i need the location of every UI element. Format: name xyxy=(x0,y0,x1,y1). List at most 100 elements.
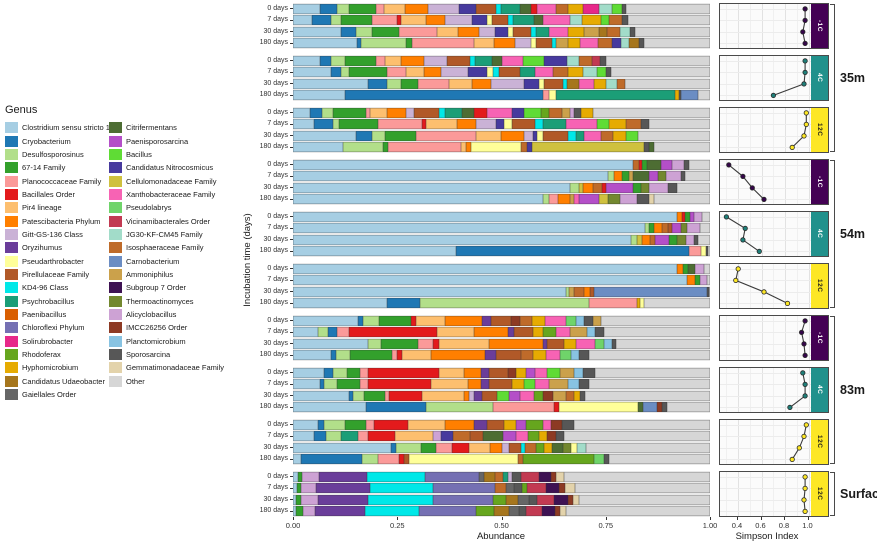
bar-segment xyxy=(313,119,333,130)
bar-segment xyxy=(490,315,512,326)
abundance-tick-label: 0.75 xyxy=(598,521,614,530)
bar-segment xyxy=(684,211,690,222)
depth-label: 54m xyxy=(840,227,866,241)
simpson-point xyxy=(802,485,808,491)
bar-segment xyxy=(561,419,575,430)
bar-segment xyxy=(637,402,643,413)
bar-segment xyxy=(593,78,607,89)
row-label: 7 days xyxy=(267,68,288,76)
bar-segment xyxy=(653,223,663,234)
simpson-point xyxy=(726,162,732,168)
row-label: 7 days xyxy=(267,380,288,388)
bar-segment xyxy=(511,379,525,390)
bar-segment xyxy=(362,315,380,326)
legend-swatch xyxy=(5,308,18,320)
simpson-line-plot xyxy=(733,266,791,307)
simpson-point xyxy=(800,370,806,376)
simpson-point xyxy=(803,110,809,116)
y-tick-mark xyxy=(289,395,293,397)
bar-segment xyxy=(564,471,710,482)
row-label: 30 days xyxy=(263,183,288,191)
bar-segment xyxy=(680,171,685,182)
bar-segment xyxy=(463,367,481,378)
stacked-bar xyxy=(293,211,710,222)
legend-item: Hyphomicrobium xyxy=(5,361,109,374)
y-tick-mark xyxy=(289,123,293,125)
legend-swatch xyxy=(5,228,18,240)
bar-segment xyxy=(410,315,416,326)
simpson-point xyxy=(802,381,808,387)
legend-swatch xyxy=(109,175,122,187)
bar-segment xyxy=(436,327,475,338)
grid-line-horizontal xyxy=(720,268,811,270)
y-tick-mark xyxy=(289,320,293,322)
bar-segment xyxy=(493,38,516,49)
temperature-strip-label: 12C xyxy=(816,435,823,449)
bar-segment xyxy=(336,379,360,390)
bar-segment xyxy=(413,107,439,118)
bar-segment xyxy=(409,454,518,465)
grid-line-major xyxy=(738,108,739,152)
legend-item-label: Ammoniphilus xyxy=(126,269,174,279)
grid-line-horizontal xyxy=(720,332,811,334)
bar-segment xyxy=(432,494,494,505)
legend-item: Planococcaceae Family xyxy=(5,174,109,187)
bar-segment xyxy=(315,506,366,517)
bar-segment xyxy=(603,327,710,338)
simpson-point xyxy=(770,92,777,99)
simpson-panel: 4C xyxy=(719,55,829,101)
bar-segment xyxy=(412,38,474,49)
stacked-bar xyxy=(293,159,710,170)
bar-segment xyxy=(384,55,402,66)
bar-segment xyxy=(318,419,325,430)
temperature-strip: 4C xyxy=(811,212,828,256)
y-tick-mark xyxy=(289,424,293,426)
bar-segment xyxy=(293,223,646,234)
grid-line-minor xyxy=(726,368,728,412)
simpson-tick-label: 0.6 xyxy=(755,521,766,530)
bar-segment xyxy=(599,3,612,14)
bar-segment xyxy=(368,78,387,89)
abundance-panel xyxy=(293,315,710,361)
bar-segment xyxy=(384,390,389,401)
bar-segment xyxy=(649,142,655,153)
simpson-axis-title: Simpson Index xyxy=(735,531,799,542)
bar-segment xyxy=(628,15,710,26)
simpson-point xyxy=(733,277,739,283)
bar-segment xyxy=(482,431,504,442)
bar-segment xyxy=(567,38,580,49)
bar-segment xyxy=(530,3,537,14)
simpson-line-plot xyxy=(789,422,809,463)
bar-segment xyxy=(681,90,698,101)
bar-segment xyxy=(657,402,663,413)
bar-segment xyxy=(419,506,476,517)
grid-line-horizontal xyxy=(720,176,811,178)
bar-segment xyxy=(607,171,615,182)
legend-swatch xyxy=(5,255,18,267)
bar-segment xyxy=(532,130,537,141)
bar-segment xyxy=(536,130,544,141)
grid-line-horizontal xyxy=(720,384,811,386)
genus-legend: Genus Clostridium sensu stricto 13 Cryoba… xyxy=(5,104,259,401)
grid-line-minor xyxy=(749,160,751,204)
bar-segment xyxy=(632,182,642,193)
bar-segment xyxy=(293,194,544,205)
bar-segment xyxy=(395,431,433,442)
simpson-point xyxy=(801,341,807,347)
grid-line-major xyxy=(808,368,810,412)
simpson-panel: -1C xyxy=(719,315,829,361)
bar-segment xyxy=(555,327,571,338)
bar-segment xyxy=(596,119,610,130)
bar-segment xyxy=(592,315,602,326)
bar-segment xyxy=(293,246,456,257)
bar-segment xyxy=(611,38,622,49)
legend-item: Citrifermentans xyxy=(109,121,259,134)
y-tick-mark xyxy=(289,19,293,21)
depth-label: Surface xyxy=(840,487,877,501)
bar-segment xyxy=(293,454,302,465)
depth-bracket-line xyxy=(834,4,835,152)
grid-line-minor xyxy=(726,212,728,256)
grid-line-major xyxy=(808,316,810,360)
legend-swatch xyxy=(5,135,18,147)
bar-segment xyxy=(570,107,575,118)
